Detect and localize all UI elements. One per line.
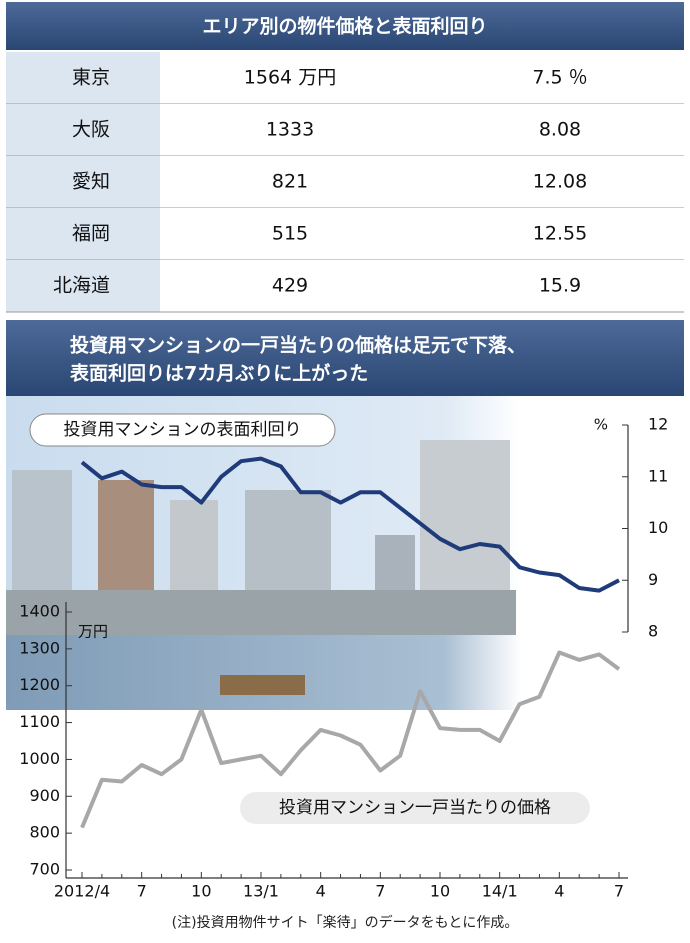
- table-title: エリア別の物件価格と表面利回り: [202, 15, 487, 38]
- chart-header: [6, 320, 684, 396]
- chart-title: 表面利回りは7カ月ぶりに上がった: [70, 362, 368, 385]
- y-tick-label: 900: [29, 786, 60, 805]
- table-cell-text: 1564 万円: [244, 67, 336, 89]
- table-cell: [6, 156, 160, 208]
- table-cell: [160, 104, 684, 156]
- table-cell-text: 515: [272, 223, 308, 245]
- x-tick-label: 4: [316, 882, 326, 901]
- chart: 700 800 900 1000 1100 1200 1300 1400 8 9 10 11 12 万円%…: [19, 413, 668, 901]
- y-tick-label: 1200: [19, 675, 60, 694]
- table-cell: [160, 52, 684, 104]
- building: [98, 480, 154, 610]
- table-cell: [160, 260, 684, 312]
- y2-tick-label: 11: [648, 466, 668, 485]
- x-tick-label: 2012/4: [54, 882, 110, 901]
- x-tick-label: 4: [554, 882, 564, 901]
- table-cell-text: 1333: [266, 119, 314, 141]
- x-tick-label: 13/1: [243, 882, 279, 901]
- table-cell: [160, 208, 684, 260]
- note: (注)投資用物件サイト「楽待」のデータをもとに作成。: [172, 914, 519, 931]
- y2-tick-label: 8: [648, 622, 658, 641]
- photo-water: [6, 635, 521, 710]
- table-cell: [6, 208, 160, 260]
- y-tick-label: 700: [29, 860, 60, 879]
- row-header: 北海道: [53, 275, 110, 297]
- boat: [220, 675, 305, 695]
- building: [420, 440, 510, 610]
- y-axis-label: 万円: [78, 623, 108, 641]
- y-tick-label: 1300: [19, 638, 60, 657]
- table-cell: [6, 52, 160, 104]
- y2-tick-label: 12: [648, 415, 668, 434]
- table: 東京 1564 万円 7.5 ％ 大阪 1333 8.08 愛知 821 12.08 福岡 515 1…: [6, 52, 684, 313]
- chart-title: 投資用マンションの一戸当たりの価格は足元で下落、: [70, 334, 526, 357]
- row-header: 愛知: [72, 171, 110, 193]
- row-header: 東京: [72, 67, 110, 89]
- y-tick-label: 800: [29, 823, 60, 842]
- y-tick-label: 1400: [19, 602, 60, 621]
- y2-tick-label: 10: [648, 518, 668, 537]
- series-line: [80, 650, 621, 829]
- y-tick-label: 1100: [19, 712, 60, 731]
- row-header: 福岡: [72, 223, 110, 245]
- y2-axis-label: %: [594, 416, 608, 434]
- x-tick-label: 7: [614, 882, 624, 901]
- x-tick-label: 7: [375, 882, 385, 901]
- legend-box: [29, 413, 336, 447]
- table-cell-text: 12.08: [533, 171, 587, 193]
- y2-tick-label: 9: [648, 570, 658, 589]
- x-tick-label: 14/1: [482, 882, 518, 901]
- table-cell-text: 429: [272, 275, 308, 297]
- series-line: [80, 456, 620, 593]
- table-cell-text: 8.08: [539, 119, 581, 141]
- table-cell-text: 7.5 ％: [532, 67, 587, 89]
- x-tick-label: 10: [191, 882, 211, 901]
- legend-label: 投資用マンション一戸当たりの価格: [279, 798, 551, 818]
- table-cell: [6, 260, 160, 312]
- y-tick-label: 1000: [19, 749, 60, 768]
- table-header: [6, 2, 684, 50]
- x-tick-label: 10: [430, 882, 450, 901]
- shore: [6, 590, 516, 635]
- table-cell: [6, 104, 160, 156]
- table-cell-text: 15.9: [539, 275, 581, 297]
- building: [12, 470, 72, 610]
- legend-box: [240, 792, 590, 824]
- table-cell-text: 12.55: [533, 223, 587, 245]
- table-cell-text: 821: [272, 171, 308, 193]
- table-cell: [160, 156, 684, 208]
- x-tick-label: 7: [137, 882, 147, 901]
- row-header: 大阪: [72, 119, 110, 141]
- legend-label: 投資用マンションの表面利回り: [64, 420, 302, 440]
